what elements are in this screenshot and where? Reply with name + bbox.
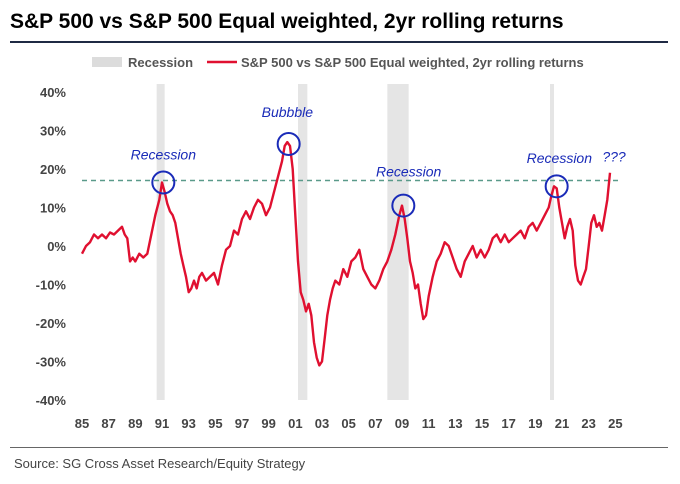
y-tick-label: 30% [40, 124, 66, 139]
x-tick-label: 09 [395, 416, 409, 431]
legend: Recession S&P 500 vs S&P 500 Equal weight… [92, 55, 584, 70]
recession-band-1 [298, 84, 308, 400]
annotation-1: Bubbble [262, 104, 314, 120]
x-tick-label: 97 [235, 416, 249, 431]
x-tick-label: 99 [261, 416, 275, 431]
x-tick-label: 01 [288, 416, 302, 431]
y-tick-label: -40% [36, 393, 67, 408]
y-tick-label: 0% [47, 239, 66, 254]
x-tick-label: 23 [581, 416, 595, 431]
y-tick-label: -20% [36, 316, 67, 331]
x-tick-label: 15 [475, 416, 489, 431]
x-tick-label: 89 [128, 416, 142, 431]
highlight-circles [151, 131, 569, 218]
legend-label-series: S&P 500 vs S&P 500 Equal weighted, 2yr r… [241, 55, 584, 70]
x-tick-label: 21 [555, 416, 569, 431]
legend-label-recession: Recession [128, 55, 193, 70]
x-tick-label: 91 [155, 416, 169, 431]
x-tick-label: 05 [341, 416, 355, 431]
source-note: Source: SG Cross Asset Research/Equity S… [14, 456, 306, 471]
highlight-circle-1 [276, 131, 301, 156]
highlight-circle-2 [391, 193, 416, 218]
y-tick-label: 10% [40, 201, 66, 216]
annotation-0: Recession [131, 146, 197, 162]
x-tick-label: 13 [448, 416, 462, 431]
x-tick-label: 11 [422, 416, 436, 431]
x-tick-label: 93 [181, 416, 195, 431]
title-rule [10, 41, 668, 43]
legend-swatch-recession [92, 57, 122, 67]
y-tick-label: -30% [36, 355, 67, 370]
y-tick-label: -10% [36, 278, 67, 293]
source-rule [10, 447, 668, 448]
highlight-circle-0 [151, 170, 176, 195]
x-tick-label: 19 [528, 416, 542, 431]
x-axis-tick-labels: 85 87 89 91 93 95 97 99 01 03 05 07 09 11 13 15 17 19 21 23… [75, 416, 623, 431]
recession-bands [156, 84, 554, 400]
x-tick-label: 03 [315, 416, 329, 431]
annotation-4: ??? [602, 148, 626, 164]
highlight-circle-3 [544, 174, 569, 199]
y-tick-label: 20% [40, 162, 66, 177]
y-tick-label: 40% [40, 85, 66, 100]
x-tick-label: 87 [101, 416, 115, 431]
series-line [80, 140, 612, 367]
x-tick-label: 85 [75, 416, 89, 431]
recession-band-0 [156, 84, 165, 400]
x-tick-label: 95 [208, 416, 222, 431]
x-tick-label: 25 [608, 416, 622, 431]
recession-band-3 [550, 84, 554, 400]
annotation-3: Recession [527, 150, 593, 166]
recession-band-2 [387, 84, 409, 400]
annotations: Recession Bubbble Recession Recession??? [131, 104, 626, 180]
x-tick-label: 17 [501, 416, 515, 431]
chart-title: S&P 500 vs S&P 500 Equal weighted, 2yr r… [10, 10, 564, 33]
y-axis-tick-labels: 40% 30% 20% 10% 0% -10% -20% -30% -40% [36, 85, 67, 408]
x-tick-label: 07 [368, 416, 382, 431]
annotation-2: Recession [376, 164, 442, 180]
